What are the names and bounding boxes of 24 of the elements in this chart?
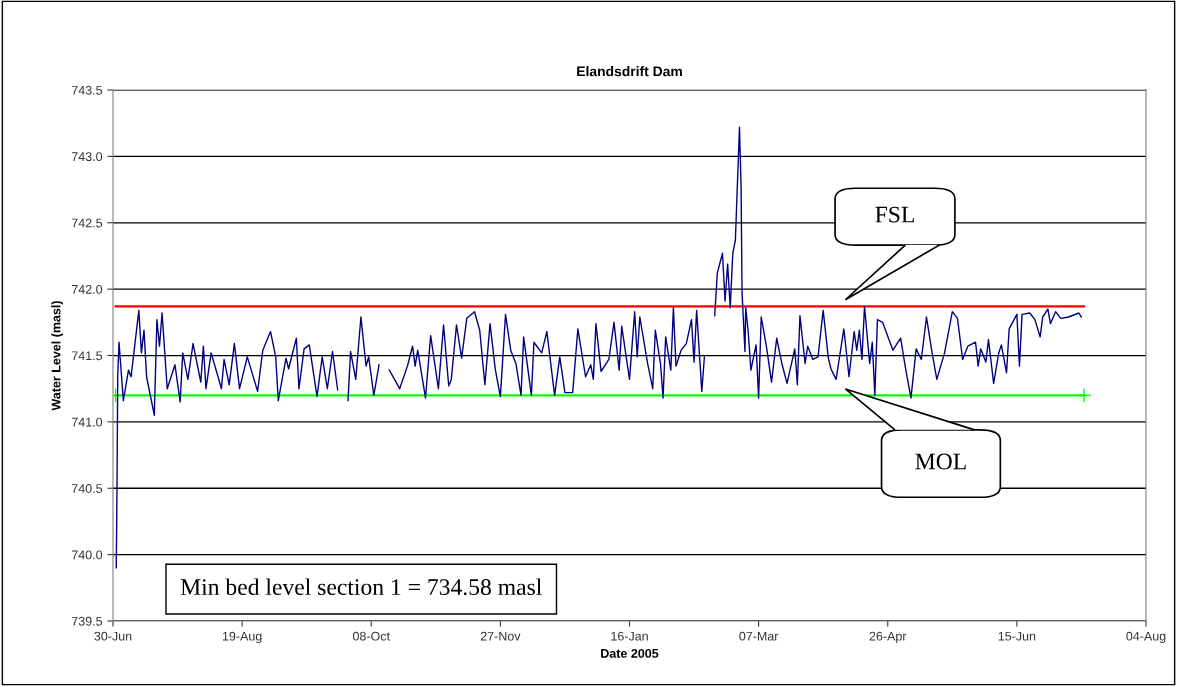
y-tick-label: 739.5	[71, 616, 103, 626]
y-tick-label: 741.0	[71, 417, 103, 427]
y-tick-label: 743.5	[71, 85, 103, 95]
y-tick-label: 740.0	[71, 550, 103, 560]
annotation: Min bed level section 1 = 734.58 masl	[180, 578, 542, 596]
annotation: MOL	[915, 453, 966, 470]
x-tick-label: 19-Aug	[222, 631, 262, 644]
y-tick-label: 741.5	[71, 351, 103, 361]
x-axis-title: Date 2005	[601, 648, 659, 658]
x-tick-label: 16-Jan	[611, 631, 648, 641]
x-tick-label: 30-Jun	[94, 631, 132, 641]
x-tick-label: 07-Mar	[739, 631, 779, 641]
chart-title: Elandsdrift Dam	[577, 66, 682, 77]
x-tick-label: 26-Apr	[869, 631, 907, 644]
y-tick-label: 742.0	[71, 284, 103, 294]
x-tick-label: 04-Aug	[1126, 631, 1166, 644]
y-tick-label: 742.5	[71, 218, 103, 228]
y-tick-label: 740.5	[71, 484, 103, 493]
y-tick-label: 743.0	[71, 152, 103, 162]
annotation: FSL	[875, 206, 914, 223]
x-tick-label: 08-Oct	[352, 631, 390, 641]
x-tick-label: 15-Jun	[998, 631, 1036, 641]
x-tick-label: 27-Nov	[480, 631, 521, 641]
y-axis-title: Water Level (masl)	[51, 301, 63, 411]
